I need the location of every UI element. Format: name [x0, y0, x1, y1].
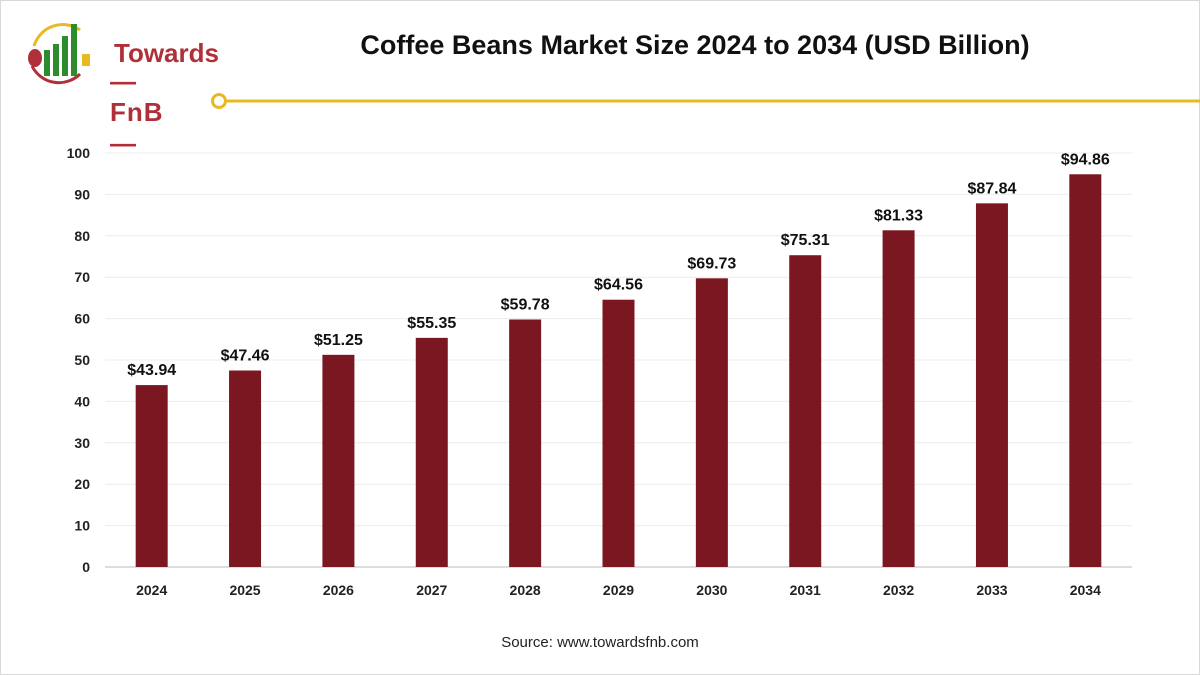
bar — [229, 370, 262, 567]
data-label: $47.46 — [221, 348, 270, 365]
x-tick-label: 2028 — [510, 582, 541, 598]
chart-title: Coffee Beans Market Size 2024 to 2034 (U… — [360, 30, 1030, 60]
y-tick-label: 90 — [74, 186, 90, 202]
x-tick-label: 2025 — [229, 582, 260, 598]
y-tick-label: 40 — [74, 393, 90, 409]
y-tick-label: 80 — [74, 228, 90, 244]
logo-text: Towards — [114, 38, 219, 68]
bar — [135, 385, 168, 567]
bar — [1069, 174, 1102, 567]
bar — [882, 230, 915, 567]
x-tick-label: 2030 — [696, 582, 727, 598]
data-label: $94.86 — [1061, 151, 1110, 168]
x-tick-label: 2031 — [790, 582, 821, 598]
y-tick-label: 0 — [82, 559, 90, 575]
bar — [789, 255, 822, 567]
x-tick-label: 2029 — [603, 582, 634, 598]
x-tick-label: 2032 — [883, 582, 914, 598]
y-tick-label: 30 — [74, 435, 90, 451]
bar — [322, 354, 355, 567]
data-label: $81.33 — [874, 207, 923, 224]
x-tick-label: 2027 — [416, 582, 447, 598]
source-note: Source: www.towardsfnb.com — [501, 634, 699, 651]
x-tick-label: 2033 — [976, 582, 1007, 598]
logo-icon — [28, 23, 90, 85]
x-tick-label: 2026 — [323, 582, 354, 598]
bar — [695, 278, 728, 567]
data-label: $59.78 — [501, 297, 550, 314]
y-tick-label: 20 — [74, 476, 90, 492]
y-tick-label: 100 — [67, 145, 91, 161]
data-label: $51.25 — [314, 332, 363, 349]
data-label: $75.31 — [781, 232, 830, 249]
data-label: $43.94 — [127, 362, 176, 379]
x-tick-label: 2024 — [136, 582, 167, 598]
data-label: $87.84 — [967, 180, 1016, 197]
y-tick-label: 60 — [74, 311, 90, 327]
data-label: $64.56 — [594, 277, 643, 294]
y-tick-label: 50 — [74, 352, 90, 368]
bar — [602, 299, 635, 567]
data-label: $55.35 — [407, 315, 456, 332]
bar — [415, 337, 448, 567]
title-underline — [211, 93, 1200, 109]
bar — [509, 319, 542, 567]
y-tick-label: 10 — [74, 518, 90, 534]
x-tick-label: 2034 — [1070, 582, 1101, 598]
y-tick-label: 70 — [74, 269, 90, 285]
data-label: $69.73 — [687, 255, 736, 272]
bar — [975, 203, 1008, 567]
